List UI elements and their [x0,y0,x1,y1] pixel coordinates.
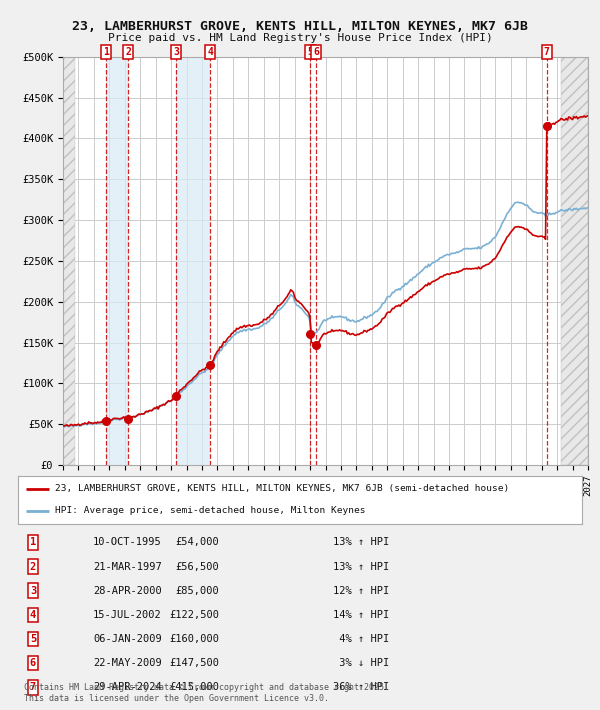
Text: 23, LAMBERHURST GROVE, KENTS HILL, MILTON KEYNES, MK7 6JB: 23, LAMBERHURST GROVE, KENTS HILL, MILTO… [72,21,528,33]
Text: £415,000: £415,000 [169,682,219,692]
Text: 4: 4 [30,610,36,620]
Text: £160,000: £160,000 [169,634,219,644]
Text: 7: 7 [30,682,36,692]
Text: £56,500: £56,500 [175,562,219,572]
Text: 13% ↑ HPI: 13% ↑ HPI [333,562,389,572]
Text: 13% ↑ HPI: 13% ↑ HPI [333,537,389,547]
Text: 3: 3 [173,47,179,57]
Text: 12% ↑ HPI: 12% ↑ HPI [333,586,389,596]
Text: 28-APR-2000: 28-APR-2000 [93,586,162,596]
Text: 5: 5 [307,47,313,57]
Text: 14% ↑ HPI: 14% ↑ HPI [333,610,389,620]
Text: 3% ↓ HPI: 3% ↓ HPI [333,658,389,668]
Text: 06-JAN-2009: 06-JAN-2009 [93,634,162,644]
Text: 2: 2 [125,47,131,57]
Text: 29-APR-2024: 29-APR-2024 [93,682,162,692]
Text: 6: 6 [313,47,319,57]
Text: £122,500: £122,500 [169,610,219,620]
Text: 1: 1 [103,47,109,57]
Text: HPI: Average price, semi-detached house, Milton Keynes: HPI: Average price, semi-detached house,… [55,506,365,515]
Text: £147,500: £147,500 [169,658,219,668]
Text: 2: 2 [30,562,36,572]
Text: 36% ↑ HPI: 36% ↑ HPI [333,682,389,692]
Text: Price paid vs. HM Land Registry's House Price Index (HPI): Price paid vs. HM Land Registry's House … [107,33,493,43]
Text: 6: 6 [30,658,36,668]
Text: £54,000: £54,000 [175,537,219,547]
Text: 1: 1 [30,537,36,547]
Text: £85,000: £85,000 [175,586,219,596]
Text: 3: 3 [30,586,36,596]
Text: 4% ↑ HPI: 4% ↑ HPI [333,634,389,644]
Text: 7: 7 [544,47,550,57]
Bar [176,57,211,465]
Text: Contains HM Land Registry data © Crown copyright and database right 2025.
This d: Contains HM Land Registry data © Crown c… [24,684,389,703]
Text: 23, LAMBERHURST GROVE, KENTS HILL, MILTON KEYNES, MK7 6JB (semi-detached house): 23, LAMBERHURST GROVE, KENTS HILL, MILTO… [55,484,509,493]
Text: 5: 5 [30,634,36,644]
Text: 4: 4 [208,47,213,57]
Text: 10-OCT-1995: 10-OCT-1995 [93,537,162,547]
Text: 15-JUL-2002: 15-JUL-2002 [93,610,162,620]
Text: 22-MAY-2009: 22-MAY-2009 [93,658,162,668]
Text: 21-MAR-1997: 21-MAR-1997 [93,562,162,572]
Bar [106,57,128,465]
